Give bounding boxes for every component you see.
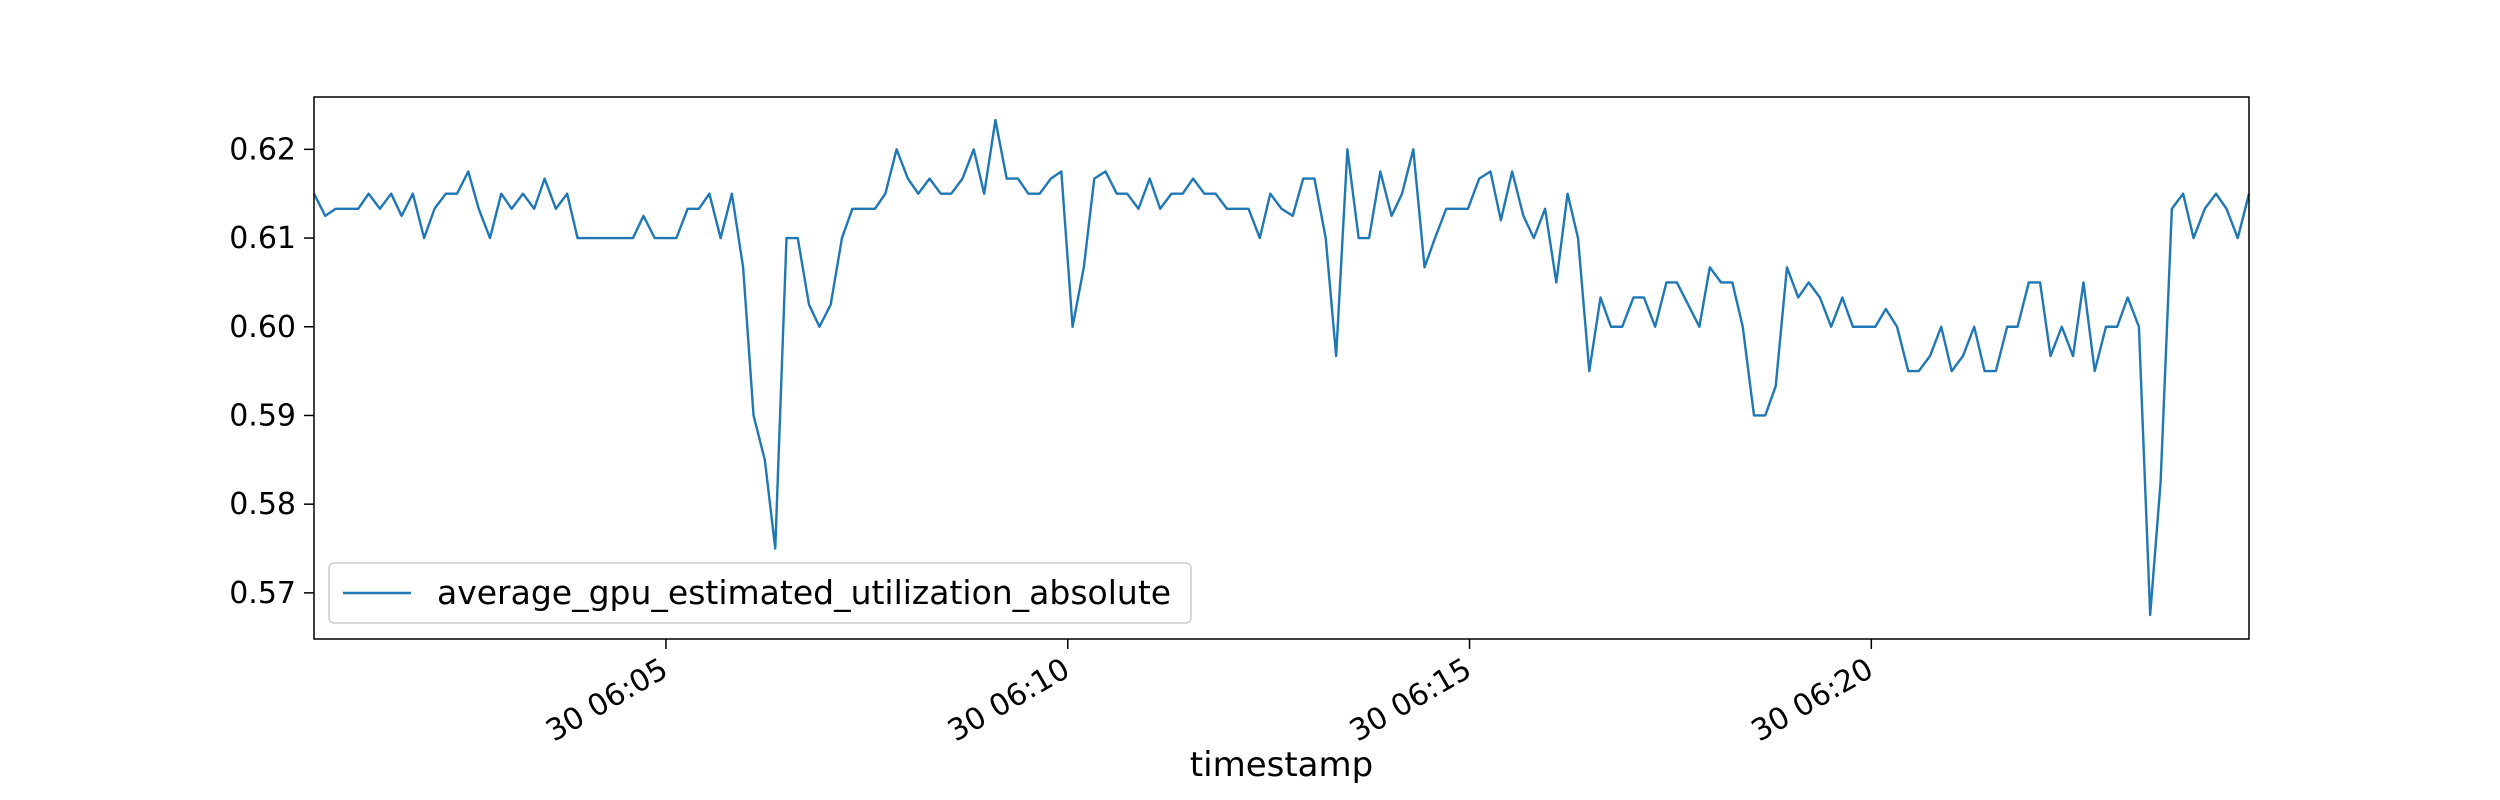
y-tick-label: 0.57 (229, 576, 296, 611)
x-axis-label: timestamp (1190, 745, 1373, 785)
plot-frame (313, 96, 2250, 640)
legend-label: average_gpu_estimated_utilization_absolu… (437, 573, 1171, 612)
y-tick-label: 0.60 (229, 310, 296, 345)
x-tick-label: 30 06:15 (1344, 652, 1478, 749)
legend-box (328, 562, 1192, 624)
y-tick-label: 0.58 (229, 487, 296, 522)
x-tick-label: 30 06:05 (540, 652, 674, 749)
x-tick-label: 30 06:20 (1746, 652, 1880, 749)
data-line (312, 118, 2251, 617)
legend: average_gpu_estimated_utilization_absolu… (328, 562, 1192, 624)
y-tick-label: 0.61 (229, 221, 296, 256)
x-tick-label: 30 06:10 (942, 652, 1076, 749)
y-tick-label: 0.62 (229, 132, 296, 167)
y-tick-label: 0.59 (229, 398, 296, 433)
